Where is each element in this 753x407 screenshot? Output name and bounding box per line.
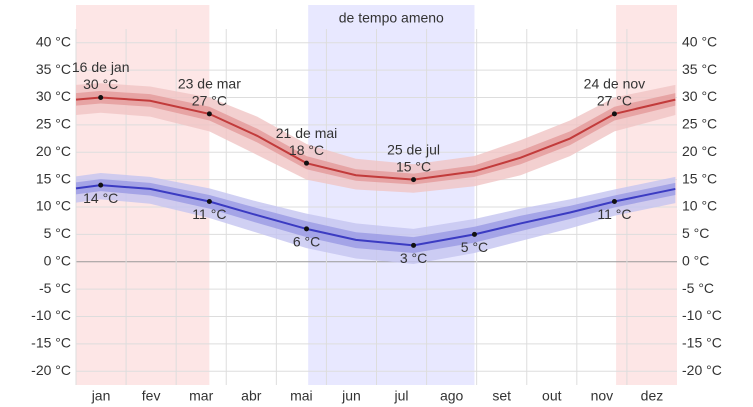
y-tick-label: 30 °C — [36, 88, 71, 104]
line — [75, 96, 676, 181]
y-tick-label: 0 °C — [44, 252, 71, 268]
y2-tick-label: -10 °C — [682, 307, 722, 323]
y2-tick-label: 10 °C — [682, 198, 717, 214]
band-inner — [76, 90, 676, 185]
point — [206, 111, 212, 117]
y-tick-label: -15 °C — [31, 335, 71, 351]
value-label: 11 °C — [192, 206, 226, 222]
date-label: 25 de jul — [387, 141, 440, 157]
x-tick-label: jun — [341, 388, 361, 404]
y-tick-label: 5 °C — [44, 225, 71, 241]
point — [611, 111, 617, 117]
y-tick-label: -5 °C — [39, 280, 71, 296]
period — [308, 5, 475, 385]
y-tick-label: -20 °C — [31, 362, 71, 378]
period-label: de tempo ameno — [339, 10, 444, 26]
point — [206, 199, 212, 205]
y-tick-label: 20 °C — [36, 143, 71, 159]
value-label: 6 °C — [293, 234, 320, 250]
point — [98, 94, 104, 100]
date-label: 24 de nov — [584, 76, 646, 92]
y-tick-label: -10 °C — [31, 307, 71, 323]
y2-tick-label: 15 °C — [682, 170, 717, 186]
y2-tick-label: 20 °C — [682, 143, 717, 159]
point — [98, 182, 104, 188]
y-tick-label: 40 °C — [36, 33, 71, 49]
x-tick-label: abr — [241, 388, 262, 404]
x-tick-label: out — [542, 388, 562, 404]
x-tick-label: ago — [440, 388, 464, 404]
y-tick-label: 25 °C — [36, 116, 71, 132]
band-outer — [76, 173, 676, 264]
value-label: 27 °C — [597, 93, 632, 109]
point — [411, 177, 417, 183]
y2-tick-label: -5 °C — [682, 280, 714, 296]
date-label: 23 de mar — [178, 76, 241, 92]
x-tick-label: fev — [142, 388, 161, 404]
value-label: 27 °C — [192, 93, 227, 109]
x-tick-label: jan — [91, 388, 111, 404]
x-tick-label: set — [492, 388, 511, 404]
date-label: 21 de mai — [276, 125, 337, 141]
y2-tick-label: 5 °C — [682, 225, 709, 241]
x-tick-label: mai — [290, 388, 313, 404]
y2-tick-label: -15 °C — [682, 335, 722, 351]
value-label: 5 °C — [461, 239, 488, 255]
y2-tick-label: 0 °C — [682, 252, 709, 268]
value-label: 11 °C — [597, 206, 631, 222]
y2-tick-label: 25 °C — [682, 116, 717, 132]
y-tick-label: 35 °C — [36, 61, 71, 77]
point — [611, 199, 617, 205]
y2-tick-label: -20 °C — [682, 362, 722, 378]
x-tick-label: nov — [591, 388, 614, 404]
point — [304, 226, 310, 232]
point — [471, 231, 477, 237]
x-tick-label: mar — [189, 388, 213, 404]
value-label: 15 °C — [396, 158, 431, 174]
value-label: 30 °C — [83, 76, 118, 92]
point — [304, 160, 310, 166]
y-tick-label: 10 °C — [36, 198, 71, 214]
line — [75, 184, 676, 247]
y2-tick-label: 30 °C — [682, 88, 717, 104]
point — [411, 242, 417, 248]
value-label: 3 °C — [400, 250, 427, 266]
y2-tick-label: 35 °C — [682, 61, 717, 77]
x-tick-label: jul — [394, 388, 409, 404]
band-outer — [76, 83, 676, 193]
value-label: 14 °C — [83, 190, 118, 206]
date-label: 16 de jan — [72, 59, 130, 75]
y2-tick-label: 40 °C — [682, 33, 717, 49]
value-label: 18 °C — [289, 142, 324, 158]
y-tick-label: 15 °C — [36, 170, 71, 186]
x-tick-label: dez — [641, 388, 664, 404]
